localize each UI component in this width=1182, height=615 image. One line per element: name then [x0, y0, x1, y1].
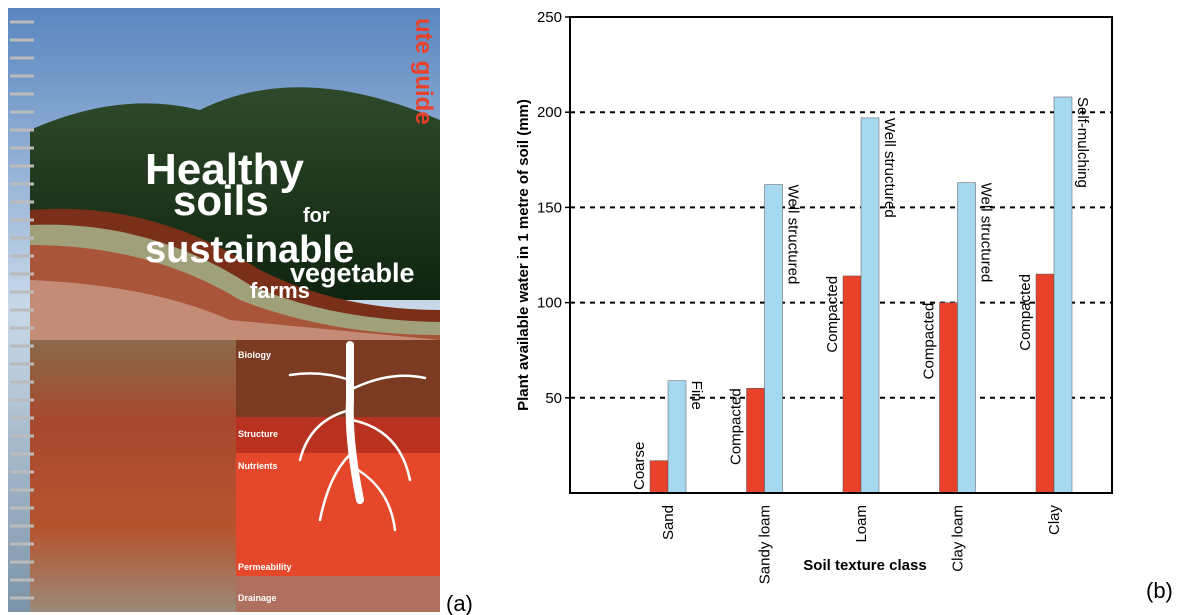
x-tick-label: Sand: [660, 505, 677, 540]
panel-label: (a): [446, 591, 473, 615]
bar: [650, 461, 668, 493]
x-tick-label: Loam: [853, 505, 870, 543]
y-tick-label: 200: [537, 104, 562, 121]
cover-layer-label: Permeability: [238, 562, 292, 572]
y-tick-label: 250: [537, 9, 562, 26]
x-tick-label: Clay loam: [950, 505, 967, 572]
bar-label: Compacted: [824, 276, 841, 353]
bar: [861, 118, 879, 493]
cover-title: farms: [250, 278, 310, 303]
x-tick-label: Sandy loam: [757, 505, 774, 584]
bar: [1054, 97, 1072, 493]
bar-label: Well structured: [785, 185, 802, 285]
bar: [843, 276, 861, 493]
bar-label: Well structured: [978, 183, 995, 283]
bar-label: Compacted: [728, 388, 745, 465]
x-axis-title: Soil texture class: [803, 557, 926, 574]
cover-layer-label: Biology: [238, 350, 271, 360]
cover-layer-label: Drainage: [238, 593, 277, 603]
page: ute guide Healthy soils for sustainable …: [0, 0, 1182, 615]
plot-frame: [570, 17, 1112, 493]
cover-title: soils: [173, 177, 269, 224]
y-tick-label: 50: [545, 390, 562, 407]
y-axis-title: Plant available water in 1 metre of soil…: [515, 99, 532, 411]
x-tick-label: Clay: [1046, 505, 1063, 536]
book-cover: ute guide Healthy soils for sustainable …: [8, 8, 440, 612]
bar-label: Well structured: [881, 118, 898, 218]
bar-label: Compacted: [1017, 274, 1034, 351]
bar-label: Coarse: [631, 442, 648, 490]
bar: [668, 381, 686, 493]
cover-title: for: [303, 205, 330, 227]
bar-label: Self-mulching: [1074, 97, 1091, 188]
bar: [765, 185, 783, 493]
bar: [747, 388, 765, 493]
cover-series-label: ute guide: [410, 18, 437, 125]
bar-label: Fine: [688, 381, 705, 410]
bar: [940, 303, 958, 493]
cover-layer-label: Structure: [238, 429, 278, 439]
bar: [958, 183, 976, 493]
bar: [1036, 274, 1054, 493]
chart: 50 100 150 200 250 Sand Coarse Fine Sandy loam Co…: [515, 9, 1112, 584]
bar-label: Compacted: [921, 303, 938, 380]
cover-soil-photo: [30, 340, 236, 612]
panel-label: (b): [1146, 578, 1173, 603]
y-tick-label: 150: [537, 199, 562, 216]
y-tick-label: 100: [537, 295, 562, 312]
cover-layer-label: Nutrients: [238, 461, 278, 471]
